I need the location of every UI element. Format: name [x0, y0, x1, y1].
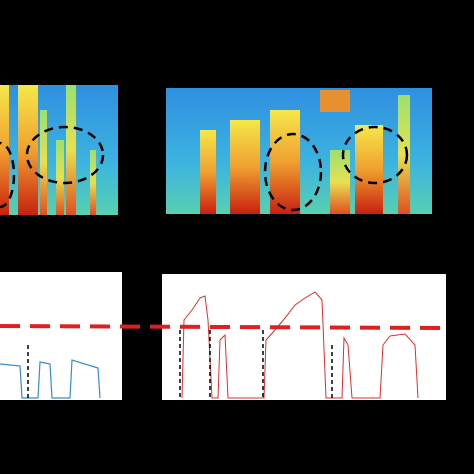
- stripe: [0, 85, 9, 215]
- spectrogram-right: [166, 88, 432, 214]
- stripe: [56, 140, 64, 215]
- stripe: [40, 110, 47, 215]
- stripe: [398, 95, 410, 214]
- stripe: [270, 110, 300, 214]
- stripe: [90, 150, 96, 215]
- line: [0, 359, 101, 399]
- stripe: [230, 120, 260, 214]
- stripe: [330, 150, 350, 214]
- stripe: [66, 85, 76, 215]
- plot-bg: [162, 274, 446, 400]
- dashed-ellipse: [25, 125, 105, 185]
- stripe: [200, 130, 216, 214]
- stripe: [355, 125, 383, 214]
- dashed-ellipse: [263, 132, 323, 212]
- threshold-line: [0, 324, 447, 330]
- plot-bg: [0, 272, 122, 400]
- dashed-ellipse: [341, 125, 409, 185]
- plot-right: [162, 274, 446, 400]
- stripe: [320, 90, 350, 112]
- plot-left: [0, 272, 122, 400]
- spectrogram-left: [0, 85, 118, 215]
- line: [181, 291, 419, 399]
- dashed-ellipse: [0, 141, 16, 209]
